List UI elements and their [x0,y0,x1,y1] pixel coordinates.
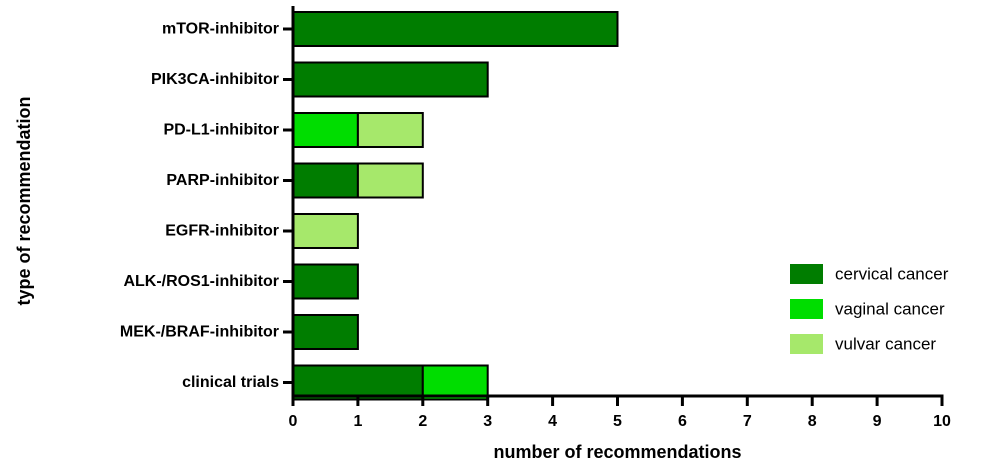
legend-swatch [790,334,823,354]
bars-layer [292,11,619,401]
y-axis-title: type of recommendation [14,96,34,305]
x-tick-label: 9 [873,413,882,430]
bar-pd-l1-inhibitor-vulvar-cancer [356,112,424,148]
x-tick-label: 5 [613,413,622,430]
x-tick-label: 2 [418,413,427,430]
y-tick-label: clinical trials [182,374,279,391]
legend-label: cervical cancer [835,265,949,284]
x-tick-label: 6 [678,413,687,430]
bar-parp-inhibitor-vulvar-cancer [356,162,424,199]
axes-layer [283,6,944,406]
y-tick-label: EGFR-inhibitor [165,223,279,240]
y-tick-label: ALK-/ROS1-inhibitor [123,273,279,290]
x-tick-label: 0 [289,413,298,430]
legend-swatch [790,264,823,284]
bar-pd-l1-inhibitor-vaginal-cancer [292,112,359,148]
bar-parp-inhibitor-cervical-cancer [292,162,359,199]
bar-mek-braf-inhibitor-cervical-cancer [292,314,359,350]
y-tick-label: PIK3CA-inhibitor [151,71,279,88]
x-tick-label: 7 [743,413,752,430]
y-tick-label: PD-L1-inhibitor [163,122,279,139]
x-tick-label: 3 [483,413,492,430]
x-tick-label: 10 [933,413,951,430]
bar-pik3ca-inhibitor-cervical-cancer [292,61,489,98]
y-tick-label: mTOR-inhibitor [162,21,279,38]
bar-alk-ros1-inhibitor-cervical-cancer [292,263,359,300]
legend: cervical cancer vaginal cancer vulvar canc… [790,264,949,354]
bar-mtor-inhibitor-cervical-cancer [292,11,619,47]
x-tick-label: 4 [548,413,557,430]
labels-layer: mTOR-inhibitor PIK3CA-inhibitor PD-L1-inhi… [14,21,951,463]
y-tick-label: MEK-/BRAF-inhibitor [120,324,279,341]
bar-egfr-inhibitor-vulvar-cancer [292,213,359,249]
bar-clinical-trials-cervical-cancer [292,364,424,401]
bar-clinical-trials-vaginal-cancer [421,364,489,401]
x-axis-title: number of recommendations [493,442,741,462]
y-tick-label: PARP-inhibitor [166,172,279,189]
legend-swatch [790,299,823,319]
x-tick-label: 1 [353,413,362,430]
legend-label: vulvar cancer [835,335,936,354]
legend-label: vaginal cancer [835,300,945,319]
x-tick-label: 8 [808,413,817,430]
